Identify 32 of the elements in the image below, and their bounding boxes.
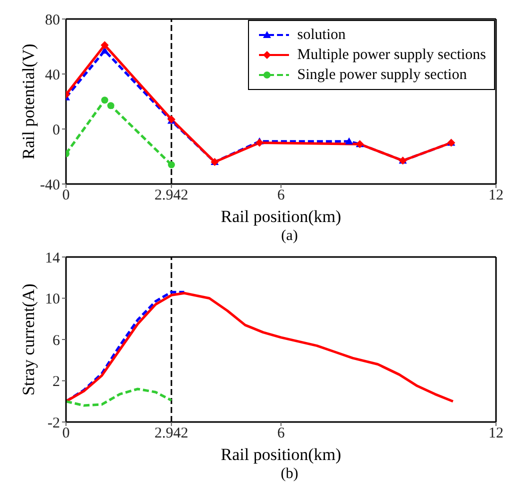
- x-tick-label: 6: [277, 426, 286, 442]
- y-tick-label: -2: [48, 415, 60, 432]
- y-tick-label: 10: [45, 292, 60, 308]
- point: [168, 161, 175, 168]
- x-tick-label: 2.942: [154, 188, 188, 204]
- y-tick-label: 6: [52, 332, 60, 349]
- y-tick-label: -40: [40, 177, 60, 194]
- legend-label: solution: [297, 26, 346, 44]
- point: [100, 41, 109, 50]
- y-tick-label: 40: [45, 67, 60, 84]
- point: [345, 137, 354, 144]
- x-tick-label: 12: [488, 426, 504, 442]
- x-tick-label: 6: [277, 188, 286, 204]
- text: (a): [280, 227, 299, 246]
- y-tick-label: 80: [45, 12, 60, 28]
- point: [107, 102, 114, 110]
- x-tick-label: 2.942: [154, 426, 188, 442]
- x-axis-title: Rail position(km): [220, 207, 342, 226]
- legend-label: Multiple power supply sections: [297, 46, 486, 64]
- x-axis-title: Rail position(km): [220, 445, 342, 464]
- line-series: [66, 292, 454, 403]
- y-axis-title: Stray current(A): [19, 284, 38, 396]
- y-tick-label: 0: [52, 122, 60, 138]
- x-tick-label: 12: [488, 188, 504, 204]
- legend-label: Single power supply section: [297, 66, 467, 84]
- y-tick-label: 2: [52, 374, 60, 390]
- y-axis-title: Rail potential(V): [19, 44, 38, 160]
- text: (b): [280, 465, 300, 484]
- line-series: [66, 388, 173, 407]
- point: [101, 96, 108, 104]
- y-tick-label: 14: [45, 250, 60, 266]
- point: [256, 138, 264, 147]
